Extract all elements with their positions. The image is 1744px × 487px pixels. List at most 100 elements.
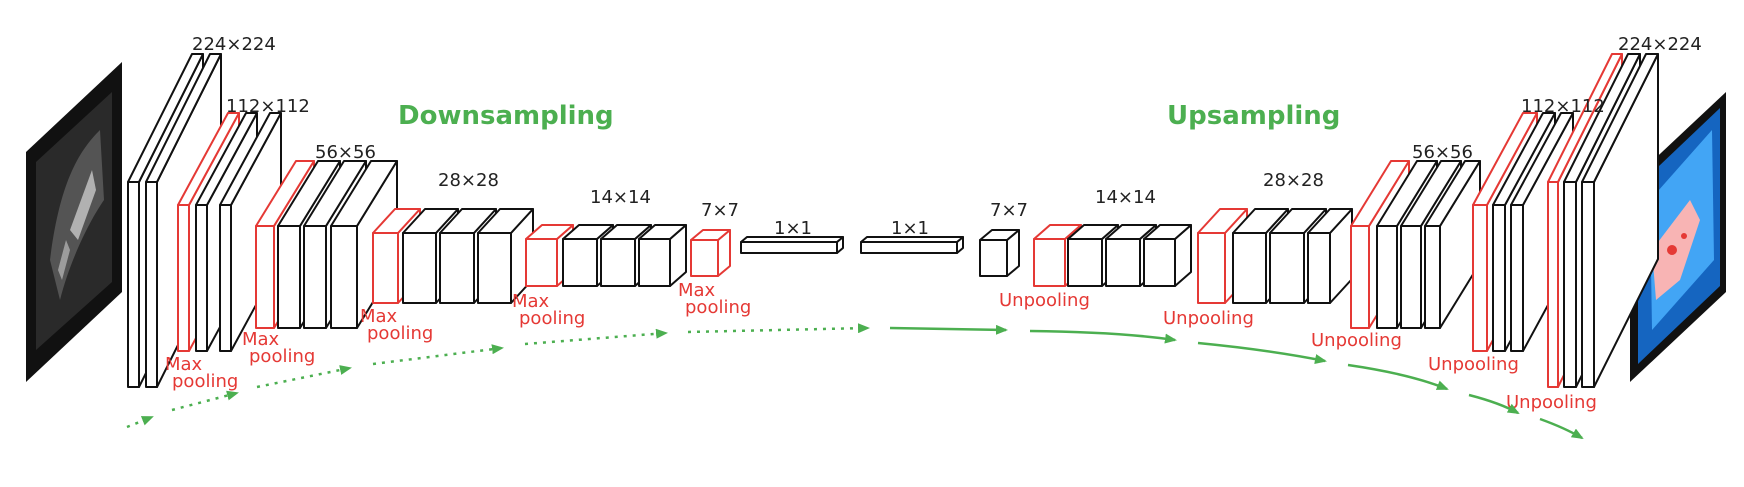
dim-label-1-first: 1×1 [774,218,812,239]
block-front-face [303,225,327,329]
dim-label-112-up: 112×112 [1521,96,1605,117]
block-front-face [1376,225,1398,329]
block-front-face [477,232,512,304]
unpooling-label-4: Unpooling [1428,354,1519,375]
block-front-face [979,239,1008,277]
block-front-face [195,204,208,352]
block-front-face [1581,181,1595,388]
dim-label-56-up: 56×56 [1412,142,1473,163]
block-dec-7 [979,229,1020,277]
pooling-label-2: pooling [249,346,315,367]
block-front-face [1269,232,1305,304]
max-label-2: Max [242,329,280,350]
pooling-label-3: pooling [367,323,433,344]
down-arrow-1 [126,415,154,429]
max-pooling-labels: Max pooling Max pooling Max pooling Max … [165,280,751,392]
block-front-face [1400,225,1422,329]
block-front-face [740,241,838,254]
block-front-face [1143,238,1176,287]
pooling-label-4: pooling [519,308,585,329]
dim-label-28-down: 28×28 [438,170,499,191]
block-front-face [562,238,598,287]
up-arrow-2 [1029,329,1177,344]
block-front-face [145,181,158,388]
unpooling-label-3: Unpooling [1311,330,1402,351]
dim-label-14-up: 14×14 [1095,187,1156,208]
block-front-face [1067,238,1103,287]
block-front-face [255,225,275,329]
block-front-face [1510,204,1524,352]
unpooling-label-5: Unpooling [1506,392,1597,413]
unpooling-label-2: Unpooling [1163,308,1254,329]
dim-label-14-down: 14×14 [590,187,651,208]
block-enc-14-c [638,224,687,287]
dim-label-56-down: 56×56 [315,142,376,163]
down-arrow-3 [256,365,352,389]
block-front-face [1232,232,1267,304]
block-dec-14-c [1143,224,1192,287]
block-front-face [1033,238,1066,287]
block-front-face [439,232,475,304]
max-label-1: Max [165,354,203,375]
block-front-face [1547,181,1559,388]
up-arrow-5 [1468,393,1520,415]
down-arrow-6 [687,323,870,334]
dim-label-7-down: 7×7 [701,200,739,221]
block-front-face [330,225,358,329]
input-mri-image [26,62,122,382]
block-front-face [860,241,958,254]
block-front-face [372,232,399,304]
up-arrow-4 [1347,363,1449,391]
block-front-face [690,239,719,277]
dim-label-112-down: 112×112 [226,96,310,117]
block-front-face [1350,225,1370,329]
down-arrow-4 [372,344,504,366]
block-front-face [1424,225,1441,329]
block-front-face [1563,181,1577,388]
unpooling-label-1: Unpooling [999,290,1090,311]
dimension-labels: 224×224 112×112 56×56 28×28 14×14 7×7 1×… [192,34,1702,239]
dim-label-7-up: 7×7 [990,200,1028,221]
block-front-face [1105,238,1141,287]
max-label-5: Max [678,280,716,301]
dim-label-28-up: 28×28 [1263,170,1324,191]
block-bottleneck-b [860,236,964,254]
dim-label-224-down: 224×224 [192,34,276,55]
block-front-face [1307,232,1331,304]
max-label-3: Max [360,306,398,327]
block-dec-56-c [1424,160,1481,329]
unpooling-labels: Unpooling Unpooling Unpooling Unpooling … [999,290,1597,413]
pooling-label-1: pooling [172,371,238,392]
down-arrow-5 [524,328,668,346]
block-front-face [1197,232,1226,304]
up-arrow-6 [1539,417,1584,440]
downsampling-arrows [126,323,870,429]
up-arrow-3 [1197,341,1327,364]
max-label-4: Max [512,291,550,312]
block-front-face [638,238,671,287]
downsampling-title: Downsampling [398,101,614,131]
dim-label-1-second: 1×1 [891,218,929,239]
pooling-label-5: pooling [685,297,751,318]
block-front-face [1472,204,1488,352]
upsampling-title: Upsampling [1167,101,1340,131]
upsampling-arrows [889,324,1584,440]
block-enc-28-c [477,208,534,304]
block-front-face [402,232,437,304]
block-dec-224-b [1581,53,1659,388]
dim-label-224-up: 224×224 [1618,34,1702,55]
down-arrow-2 [171,390,239,412]
block-bottleneck-a [740,236,844,254]
block-front-face [525,238,558,287]
block-pool-5 [690,229,731,277]
block-front-face [219,204,232,352]
block-front-face [600,238,636,287]
block-front-face [127,181,140,388]
block-dec-28-c [1307,208,1353,304]
block-front-face [277,225,301,329]
block-front-face [1492,204,1506,352]
block-front-face [177,204,190,352]
up-arrow-1 [889,324,1008,335]
conv-blocks [127,53,1659,388]
